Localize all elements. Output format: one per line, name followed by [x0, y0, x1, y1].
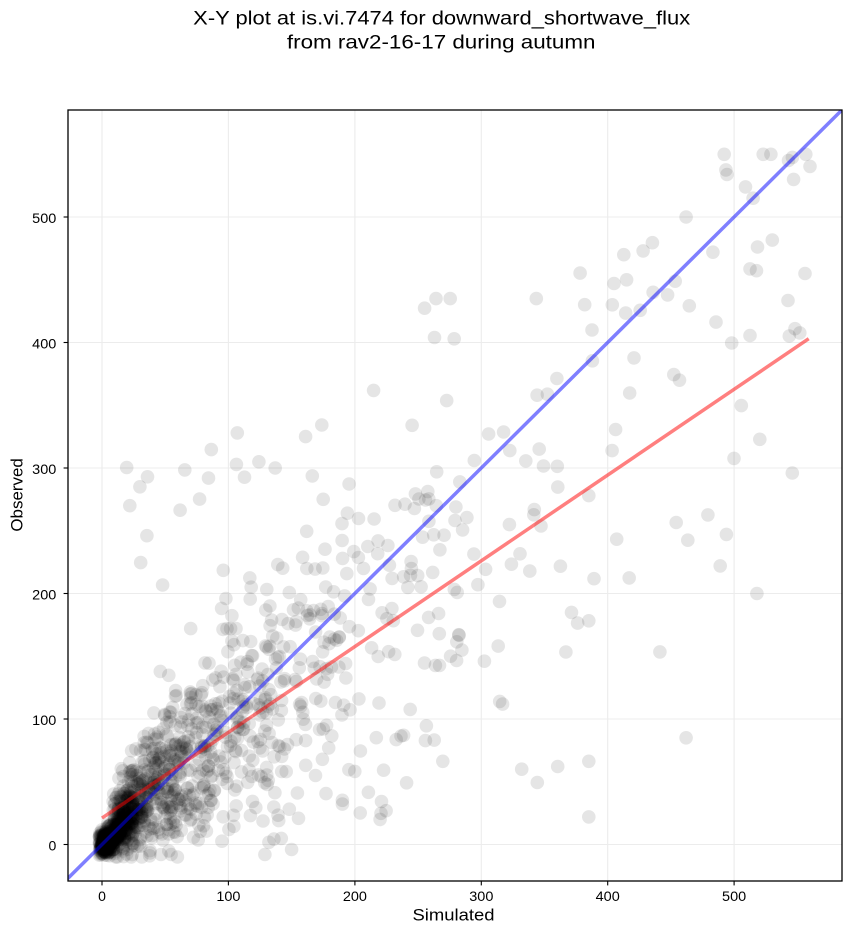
- svg-text:500: 500: [722, 888, 746, 904]
- svg-text:100: 100: [216, 888, 240, 904]
- svg-text:400: 400: [596, 888, 620, 904]
- svg-text:Observed: Observed: [9, 458, 27, 531]
- svg-text:X-Y plot at is.vi.7474 for dow: X-Y plot at is.vi.7474 for downward_shor…: [193, 8, 690, 30]
- svg-text:200: 200: [343, 888, 367, 904]
- svg-text:100: 100: [32, 712, 56, 728]
- svg-text:Simulated: Simulated: [413, 907, 495, 925]
- svg-text:500: 500: [32, 210, 56, 226]
- svg-text:from rav2-16-17 during autumn: from rav2-16-17 during autumn: [287, 31, 596, 53]
- svg-text:0: 0: [49, 838, 57, 854]
- svg-text:200: 200: [32, 587, 56, 603]
- svg-text:0: 0: [98, 888, 106, 904]
- svg-text:400: 400: [32, 336, 56, 352]
- svg-text:300: 300: [469, 888, 493, 904]
- svg-text:300: 300: [32, 461, 56, 477]
